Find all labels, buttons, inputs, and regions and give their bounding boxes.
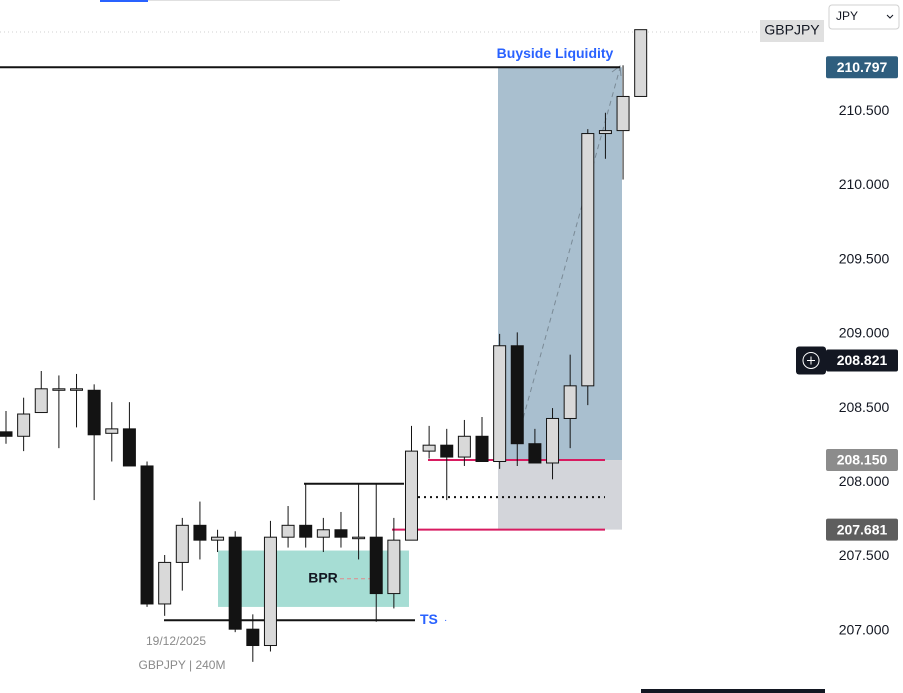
candle-body (246, 628, 260, 647)
y-tick-label: 209.000 (839, 325, 890, 341)
candle-body (510, 345, 524, 445)
candle-body (122, 428, 136, 467)
currency-select[interactable] (828, 4, 900, 30)
zone-label: BPR (308, 569, 338, 585)
candle-body (634, 29, 648, 97)
candle-body (422, 444, 436, 452)
price-axis: 207.000 207.500 208.000 208.500 209.000 209.5… (796, 56, 898, 637)
candle-body (387, 539, 401, 595)
price-badge (826, 518, 898, 541)
level-label: TS (420, 611, 438, 627)
y-tick-label: 208.500 (839, 399, 890, 415)
candle-body (17, 413, 31, 437)
candle-body (70, 388, 84, 391)
candle-body (34, 388, 48, 414)
candle-body (158, 561, 172, 605)
y-tick-label: 207.500 (839, 547, 890, 563)
candle-body (0, 431, 13, 437)
price-badge-label: 208.150 (837, 452, 888, 468)
candle-body (299, 524, 313, 538)
levels: Buyside Liquidity TS · (0, 45, 620, 627)
scroll-indicator (100, 0, 148, 2)
candle-body (369, 536, 383, 595)
candle-body (281, 524, 295, 538)
candle-body (581, 133, 595, 387)
candle-body (140, 465, 154, 605)
candle-body (598, 130, 612, 135)
candle-body (546, 417, 560, 464)
candle-body (475, 435, 489, 463)
price-badge-label: 208.821 (837, 352, 888, 368)
y-tick-label: 210.500 (839, 102, 890, 118)
candles (0, 29, 648, 662)
candle-body (457, 435, 471, 458)
candle-body (52, 388, 66, 391)
candle-body (352, 536, 366, 540)
date-label: 19/12/2025 (146, 634, 206, 648)
y-tick-label: 210.000 (839, 176, 890, 192)
candle-body (493, 345, 507, 463)
candle-body (175, 524, 189, 563)
candle-body (87, 389, 101, 436)
symbol-badge (760, 20, 824, 42)
add-icon (807, 356, 815, 365)
candle-body (404, 450, 418, 541)
price-badge (826, 449, 898, 472)
caption: GBPJPY | 240M (139, 658, 226, 672)
candle-body (263, 536, 277, 647)
dropdown-arrow (886, 14, 894, 19)
price-badge-label: 207.681 (837, 521, 888, 537)
candle-body (228, 536, 242, 630)
y-tick-label: 209.500 (839, 250, 890, 266)
price-badge (826, 56, 898, 79)
zone (498, 460, 622, 530)
y-tick-label: 207.000 (839, 621, 890, 637)
currency-text[interactable]: JPY (836, 9, 858, 23)
arrow-head (611, 65, 622, 77)
candle-body (528, 443, 542, 464)
symbol-label: GBPJPY (764, 22, 820, 38)
candle-body (316, 529, 330, 538)
level-label: Buyside Liquidity (497, 45, 614, 61)
candle-body (334, 529, 348, 538)
candle-body (211, 536, 225, 541)
add-button (802, 351, 820, 369)
candle-body (193, 524, 207, 541)
price-badge-label: 210.797 (837, 59, 888, 75)
candle-body (105, 428, 119, 434)
price-badge (826, 349, 898, 372)
level-dot: · (444, 615, 447, 626)
y-tick-label: 208.000 (839, 473, 890, 489)
candle-body (616, 95, 630, 132)
candle-body (440, 444, 454, 458)
zones: BPR (218, 67, 622, 607)
candle-body (563, 385, 577, 419)
bottom-bar (641, 689, 825, 693)
